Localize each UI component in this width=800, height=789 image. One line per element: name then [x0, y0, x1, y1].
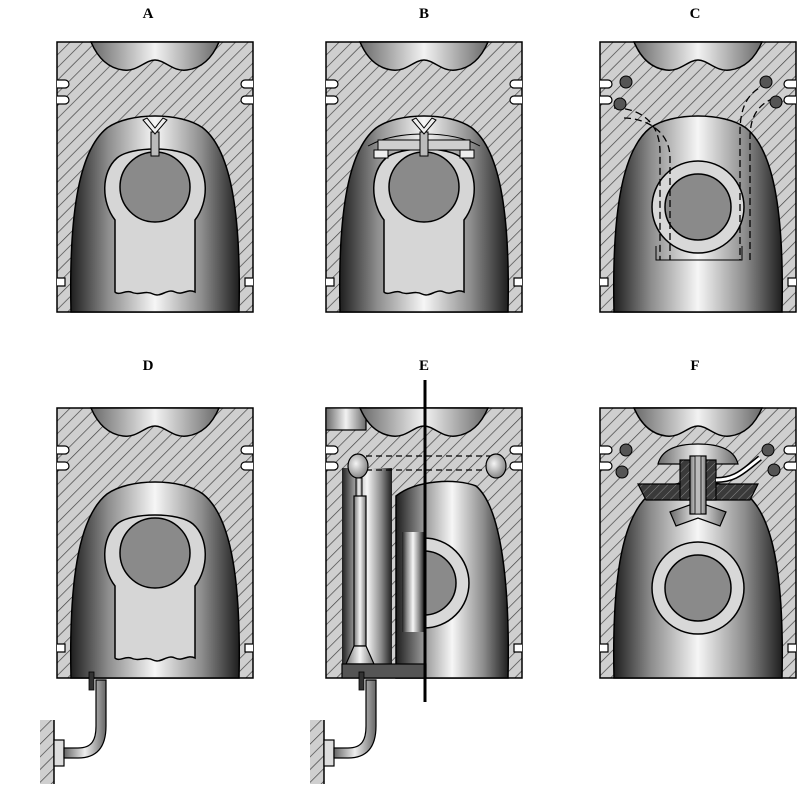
- piston-a: [56, 41, 254, 313]
- cooling-tube-e: [345, 453, 507, 665]
- piston-d: [56, 407, 254, 679]
- panel-label-f: F: [690, 358, 700, 374]
- cooling-holes-f: [615, 443, 781, 479]
- oil-jet-nozzle-e: [309, 671, 377, 785]
- piston-b: [325, 41, 523, 313]
- panel-label-b: B: [418, 6, 430, 22]
- panel-label-a: A: [142, 6, 154, 22]
- piston-c: [599, 41, 797, 313]
- insert-assembly-f: [637, 455, 762, 527]
- pin-boss-c: [651, 160, 745, 261]
- piston-f: [599, 407, 797, 679]
- panel-label-e: E: [418, 358, 430, 374]
- oil-bore-a: [142, 117, 168, 157]
- panel-label-d: D: [142, 358, 154, 374]
- oil-gallery-b: [367, 117, 481, 159]
- panel-label-c: C: [689, 6, 701, 22]
- cooling-holes-c: [613, 75, 783, 111]
- oil-jet-nozzle-d: [39, 671, 107, 785]
